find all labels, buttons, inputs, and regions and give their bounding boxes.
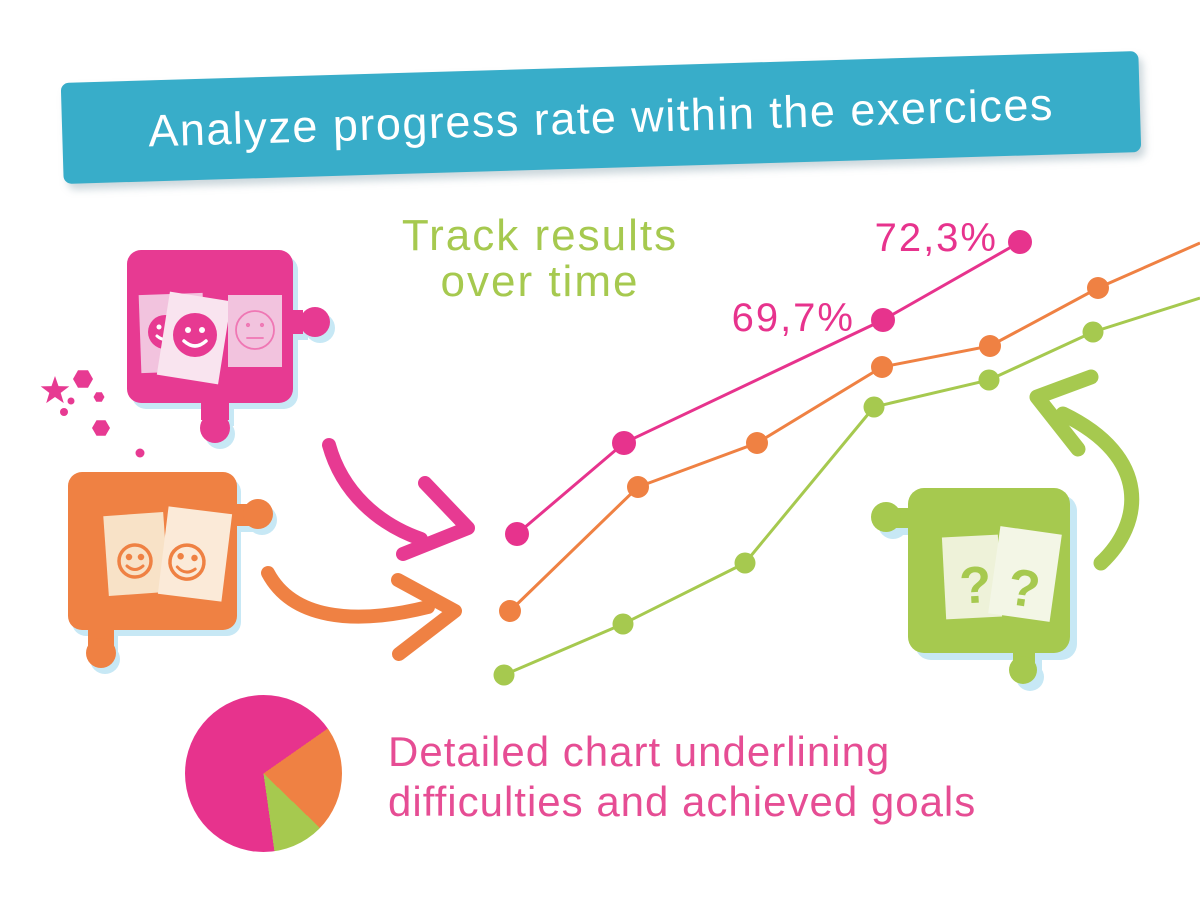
sparkles: [40, 370, 145, 458]
series-line-pink: [516, 240, 1021, 536]
data-point-orange: [627, 476, 649, 498]
data-point-orange: [746, 432, 768, 454]
star-icon: [40, 376, 70, 404]
data-point-green: [978, 369, 1000, 391]
headline-line1: Track results: [401, 211, 679, 260]
caption-line1: Detailed chart underlining: [388, 728, 891, 775]
data-point-green: [493, 664, 515, 686]
data-point-orange: [499, 600, 521, 622]
data-point-green: [734, 552, 756, 574]
orange-puzzle-piece: [68, 472, 277, 674]
confetti-hex-icon: [92, 420, 110, 436]
headline-track-results: Track results over time: [370, 213, 710, 305]
line-chart: [493, 230, 1200, 686]
data-point-pink: [1008, 230, 1032, 254]
point-label-69-7: 69,7%: [731, 296, 855, 340]
pie-chart: [185, 695, 342, 852]
data-point-orange: [1087, 277, 1109, 299]
green-puzzle-piece: ? ?: [871, 488, 1077, 691]
green-arrow-icon: [1029, 369, 1140, 571]
pink-puzzle-piece: [127, 250, 335, 449]
neutral-face-icon: [235, 310, 275, 350]
data-point-green: [863, 396, 885, 418]
data-point-pink: [871, 308, 895, 332]
question-cards: ? ?: [941, 526, 1062, 622]
confetti-hex-icon: [73, 370, 93, 388]
data-point-green: [612, 613, 634, 635]
orange-arrow-icon: [261, 566, 462, 661]
headline-line2: over time: [440, 257, 640, 306]
series-line-green: [503, 296, 1200, 677]
smiley-cards: [138, 291, 282, 385]
smiley-cards: [103, 506, 233, 602]
happy-face-icon: [173, 313, 217, 357]
data-point-pink: [612, 431, 636, 455]
point-label-72-3: 72,3%: [874, 216, 998, 260]
question-mark-icon: ?: [958, 556, 993, 616]
data-point-orange: [979, 335, 1001, 357]
caption-line2: difficulties and achieved goals: [388, 778, 977, 825]
pink-arrow-icon: [322, 438, 475, 561]
confetti-hex-icon: [93, 392, 105, 402]
data-point-orange: [871, 356, 893, 378]
confetti-dot-icon: [67, 397, 75, 405]
caption: Detailed chart underlining difficulties …: [388, 727, 1148, 827]
confetti-dot-icon: [135, 448, 145, 458]
happy-face-icon: [117, 543, 153, 579]
happy-face-icon: [168, 543, 206, 581]
data-point-pink: [505, 522, 529, 546]
data-point-green: [1082, 321, 1104, 343]
confetti-dot-icon: [60, 408, 68, 416]
